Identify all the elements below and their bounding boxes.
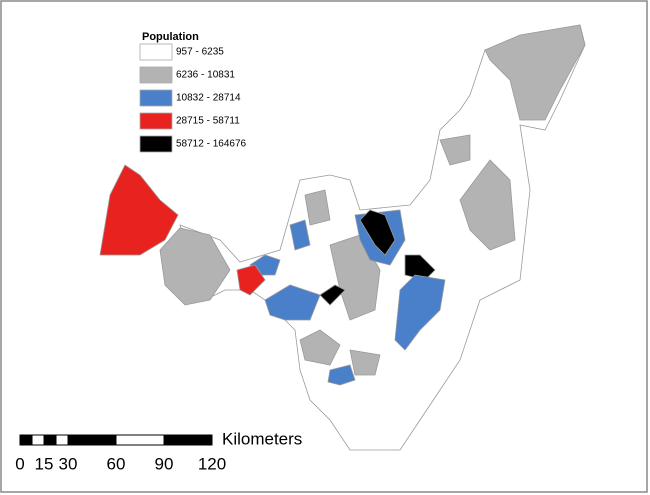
region xyxy=(404,254,436,281)
legend-swatch xyxy=(139,66,173,84)
region xyxy=(349,349,381,376)
legend-label: 28715 - 58711 xyxy=(176,116,240,127)
scale-segment xyxy=(115,434,165,446)
scale-segment xyxy=(43,434,57,446)
legend-swatch xyxy=(139,43,173,61)
scale-tick-label: 60 xyxy=(107,454,126,473)
legend-label: 6236 - 10831 xyxy=(176,70,235,81)
scale-tick-label: 15 xyxy=(35,454,54,473)
scale-segment xyxy=(55,434,69,446)
legend-label: 58712 - 164676 xyxy=(176,139,247,150)
region xyxy=(99,164,179,256)
region xyxy=(264,284,321,321)
legend-label: 957 - 6235 xyxy=(176,47,224,58)
scale-tick-label: 120 xyxy=(198,454,226,473)
region xyxy=(459,159,516,251)
scale-segment xyxy=(31,434,45,446)
scale-segment xyxy=(163,434,213,446)
region xyxy=(394,274,446,351)
scale-segment xyxy=(67,434,117,446)
region xyxy=(159,227,231,306)
legend-title: Population xyxy=(142,31,199,43)
region xyxy=(319,284,346,306)
legend-swatch xyxy=(139,135,173,153)
region xyxy=(359,209,396,256)
scale-tick-label: 0 xyxy=(15,454,24,473)
region xyxy=(484,24,586,121)
region xyxy=(299,329,341,366)
scale-tick-label: 30 xyxy=(59,454,78,473)
scale-segment xyxy=(19,434,33,446)
region xyxy=(439,134,471,166)
region xyxy=(327,364,356,386)
scale-tick-label: 90 xyxy=(155,454,174,473)
legend-swatch xyxy=(139,89,173,107)
region xyxy=(304,189,331,226)
region xyxy=(289,219,311,251)
scale-unit: Kilometers xyxy=(222,429,302,448)
region xyxy=(236,264,266,296)
regions xyxy=(99,24,586,451)
legend-label: 10832 - 28714 xyxy=(176,93,241,104)
legend-swatch xyxy=(139,112,173,130)
